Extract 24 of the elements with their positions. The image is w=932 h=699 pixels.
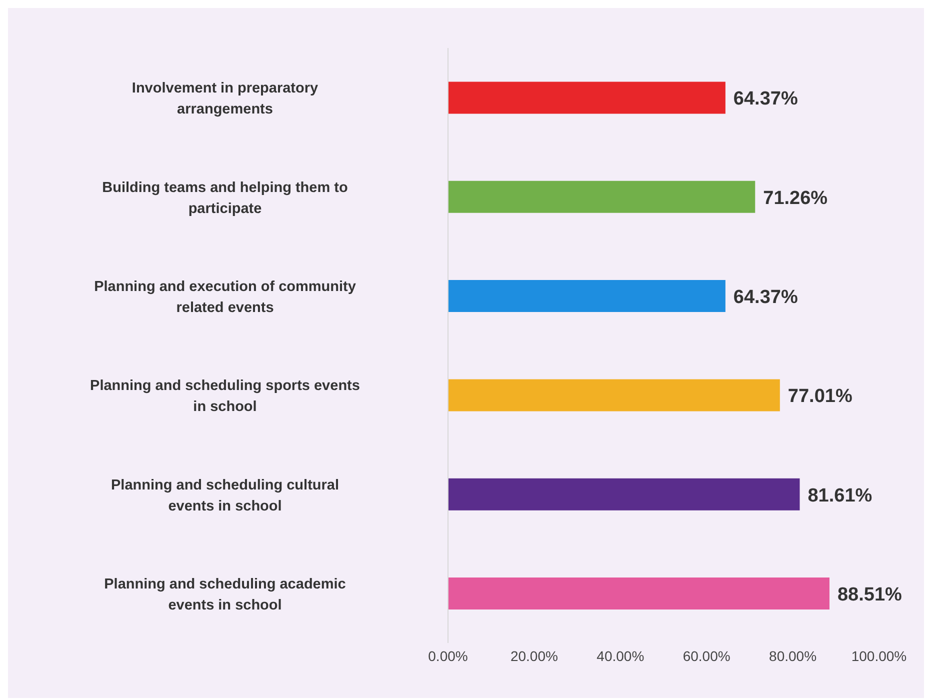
x-tick-label: 20.00%	[510, 648, 558, 664]
bar	[448, 578, 830, 610]
data-label: 64.37%	[733, 88, 798, 110]
y-tick-label: Planning and scheduling cultural events in school	[111, 477, 339, 514]
data-label: 81.61%	[808, 485, 872, 506]
y-tick-label: Planning and scheduling academic events in school	[104, 576, 346, 614]
bar	[448, 379, 780, 412]
x-tick-label: 60.00%	[682, 648, 730, 664]
bar	[448, 478, 800, 510]
x-tick-label: 40.00%	[596, 648, 644, 664]
y-tick-label: Involvement in preparatory arrangements	[132, 80, 318, 118]
bar	[448, 280, 726, 312]
x-tick-label: 100.00%	[851, 648, 907, 664]
bar	[448, 82, 726, 114]
y-tick-label: Planning and scheduling sports events in school	[90, 378, 360, 416]
bar	[448, 180, 756, 213]
data-label: 88.51%	[837, 584, 902, 606]
y-tick-label: Building teams and helping them to participate	[102, 180, 348, 217]
y-tick-label: Planning and execution of community related events	[94, 278, 356, 316]
x-tick-label: 0.00%	[428, 648, 468, 664]
data-label: 77.01%	[788, 386, 852, 408]
data-label: 71.26%	[763, 188, 828, 209]
data-label: 64.37%	[733, 287, 798, 308]
x-tick-label: 80.00%	[769, 648, 817, 664]
